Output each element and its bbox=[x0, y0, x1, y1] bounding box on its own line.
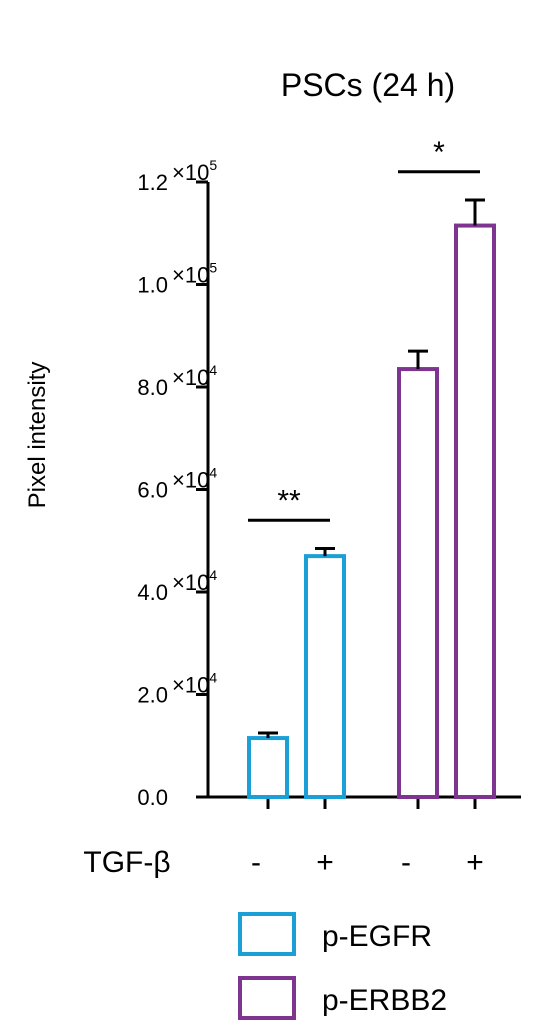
y-tick-multiplier: ×104 bbox=[172, 567, 217, 595]
y-tick-multiplier: ×105 bbox=[172, 157, 217, 185]
x-tick-label: - bbox=[401, 846, 411, 879]
y-axis-label: Pixel intensity bbox=[24, 362, 51, 509]
y-tick-multiplier: ×104 bbox=[172, 670, 217, 698]
y-tick-label: 6.0 bbox=[137, 478, 168, 503]
y-tick-multiplier: ×104 bbox=[172, 465, 217, 493]
legend: p-EGFR p-ERBB2 bbox=[238, 912, 447, 1020]
legend-swatch bbox=[238, 976, 296, 1020]
significance-label: ** bbox=[277, 484, 301, 517]
y-tick-label: 1.2 bbox=[137, 170, 168, 195]
y-tick-label: 1.0 bbox=[137, 273, 168, 298]
y-tick-multiplier: ×105 bbox=[172, 260, 217, 288]
x-tick-label: - bbox=[251, 846, 261, 879]
legend-swatch bbox=[238, 912, 296, 956]
bar bbox=[454, 223, 496, 799]
y-tick-label: 4.0 bbox=[137, 580, 168, 605]
legend-label: p-ERBB2 bbox=[322, 984, 447, 1017]
bars bbox=[247, 198, 496, 799]
y-tick-label: 0.0 bbox=[137, 785, 168, 810]
bar bbox=[247, 736, 289, 799]
y-tick-multiplier: ×104 bbox=[172, 362, 217, 390]
x-tick-labels: - + - + bbox=[251, 846, 484, 879]
significance-markers: *** bbox=[248, 136, 480, 522]
y-tick-label: 2.0 bbox=[137, 683, 168, 708]
x-tick-label: + bbox=[316, 846, 334, 879]
bar bbox=[397, 367, 439, 799]
x-tick-label: + bbox=[466, 846, 484, 879]
y-tick-label: 8.0 bbox=[137, 375, 168, 400]
significance-label: * bbox=[433, 136, 445, 169]
condition-label: TGF-β bbox=[83, 846, 170, 879]
chart-title: PSCs (24 h) bbox=[281, 67, 455, 103]
legend-label: p-EGFR bbox=[322, 920, 432, 953]
bar bbox=[304, 554, 346, 799]
